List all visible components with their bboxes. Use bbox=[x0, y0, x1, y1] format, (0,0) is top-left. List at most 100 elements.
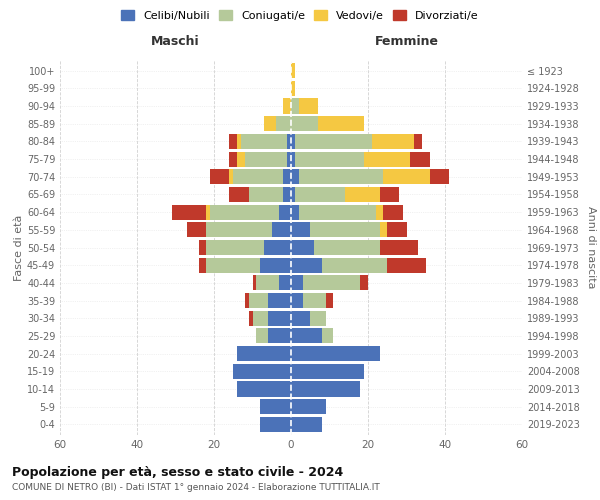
Bar bbox=[295, 187, 345, 202]
Bar bbox=[272, 222, 291, 238]
Bar bbox=[260, 399, 291, 414]
Bar bbox=[187, 222, 206, 238]
Bar bbox=[291, 399, 326, 414]
Bar bbox=[291, 310, 310, 326]
Bar bbox=[322, 328, 334, 344]
Bar bbox=[326, 293, 334, 308]
Bar bbox=[383, 204, 403, 220]
Bar bbox=[291, 204, 299, 220]
Y-axis label: Anni di nascita: Anni di nascita bbox=[586, 206, 596, 289]
Bar bbox=[283, 98, 291, 114]
Bar bbox=[210, 204, 280, 220]
Y-axis label: Fasce di età: Fasce di età bbox=[14, 214, 24, 280]
Bar bbox=[253, 310, 268, 326]
Bar bbox=[410, 152, 430, 166]
Bar bbox=[283, 169, 291, 184]
Bar bbox=[380, 222, 387, 238]
Bar bbox=[237, 382, 291, 396]
Bar bbox=[206, 222, 272, 238]
Bar bbox=[229, 152, 237, 166]
Bar bbox=[229, 187, 248, 202]
Bar bbox=[291, 293, 302, 308]
Bar bbox=[291, 346, 380, 361]
Bar bbox=[291, 169, 299, 184]
Bar bbox=[248, 293, 268, 308]
Bar bbox=[299, 98, 318, 114]
Bar bbox=[172, 204, 206, 220]
Bar bbox=[291, 134, 295, 149]
Bar bbox=[253, 276, 256, 290]
Bar bbox=[291, 276, 302, 290]
Bar bbox=[199, 258, 206, 272]
Bar bbox=[210, 169, 229, 184]
Bar bbox=[283, 187, 291, 202]
Bar bbox=[302, 276, 360, 290]
Bar bbox=[233, 169, 283, 184]
Bar bbox=[310, 310, 326, 326]
Bar bbox=[291, 258, 322, 272]
Bar bbox=[314, 240, 380, 255]
Bar bbox=[206, 204, 210, 220]
Bar bbox=[248, 187, 283, 202]
Bar bbox=[291, 417, 322, 432]
Bar bbox=[291, 116, 318, 131]
Bar bbox=[237, 346, 291, 361]
Bar bbox=[387, 222, 407, 238]
Text: Femmine: Femmine bbox=[374, 34, 439, 48]
Text: Maschi: Maschi bbox=[151, 34, 200, 48]
Bar bbox=[302, 293, 326, 308]
Bar bbox=[372, 134, 414, 149]
Bar bbox=[245, 293, 248, 308]
Bar bbox=[280, 204, 291, 220]
Bar bbox=[264, 116, 275, 131]
Bar bbox=[256, 276, 280, 290]
Bar bbox=[248, 310, 253, 326]
Bar bbox=[287, 134, 291, 149]
Bar bbox=[295, 152, 364, 166]
Bar bbox=[380, 240, 418, 255]
Bar bbox=[299, 204, 376, 220]
Bar bbox=[360, 276, 368, 290]
Bar bbox=[291, 152, 295, 166]
Bar bbox=[430, 169, 449, 184]
Bar bbox=[291, 328, 322, 344]
Bar bbox=[275, 116, 291, 131]
Bar bbox=[414, 134, 422, 149]
Bar bbox=[237, 152, 245, 166]
Bar bbox=[206, 240, 264, 255]
Bar bbox=[199, 240, 206, 255]
Bar bbox=[291, 382, 360, 396]
Bar bbox=[322, 258, 387, 272]
Bar bbox=[260, 417, 291, 432]
Bar bbox=[245, 152, 287, 166]
Bar bbox=[380, 187, 399, 202]
Bar bbox=[387, 258, 426, 272]
Bar bbox=[291, 187, 295, 202]
Bar bbox=[299, 169, 383, 184]
Bar bbox=[206, 258, 260, 272]
Bar bbox=[345, 187, 380, 202]
Bar bbox=[364, 152, 410, 166]
Bar bbox=[260, 258, 291, 272]
Legend: Celibi/Nubili, Coniugati/e, Vedovi/e, Divorziati/e: Celibi/Nubili, Coniugati/e, Vedovi/e, Di… bbox=[117, 6, 483, 25]
Bar bbox=[291, 364, 364, 379]
Bar bbox=[291, 222, 310, 238]
Bar bbox=[256, 328, 268, 344]
Bar bbox=[291, 98, 299, 114]
Text: Popolazione per età, sesso e stato civile - 2024: Popolazione per età, sesso e stato civil… bbox=[12, 466, 343, 479]
Bar bbox=[237, 134, 241, 149]
Bar bbox=[291, 81, 295, 96]
Bar bbox=[268, 293, 291, 308]
Text: COMUNE DI NETRO (BI) - Dati ISTAT 1° gennaio 2024 - Elaborazione TUTTITALIA.IT: COMUNE DI NETRO (BI) - Dati ISTAT 1° gen… bbox=[12, 483, 380, 492]
Bar bbox=[264, 240, 291, 255]
Bar bbox=[310, 222, 380, 238]
Bar bbox=[268, 328, 291, 344]
Bar bbox=[291, 63, 295, 78]
Bar bbox=[229, 169, 233, 184]
Bar bbox=[295, 134, 372, 149]
Bar bbox=[241, 134, 287, 149]
Bar bbox=[268, 310, 291, 326]
Bar bbox=[318, 116, 364, 131]
Bar bbox=[287, 152, 291, 166]
Bar bbox=[229, 134, 237, 149]
